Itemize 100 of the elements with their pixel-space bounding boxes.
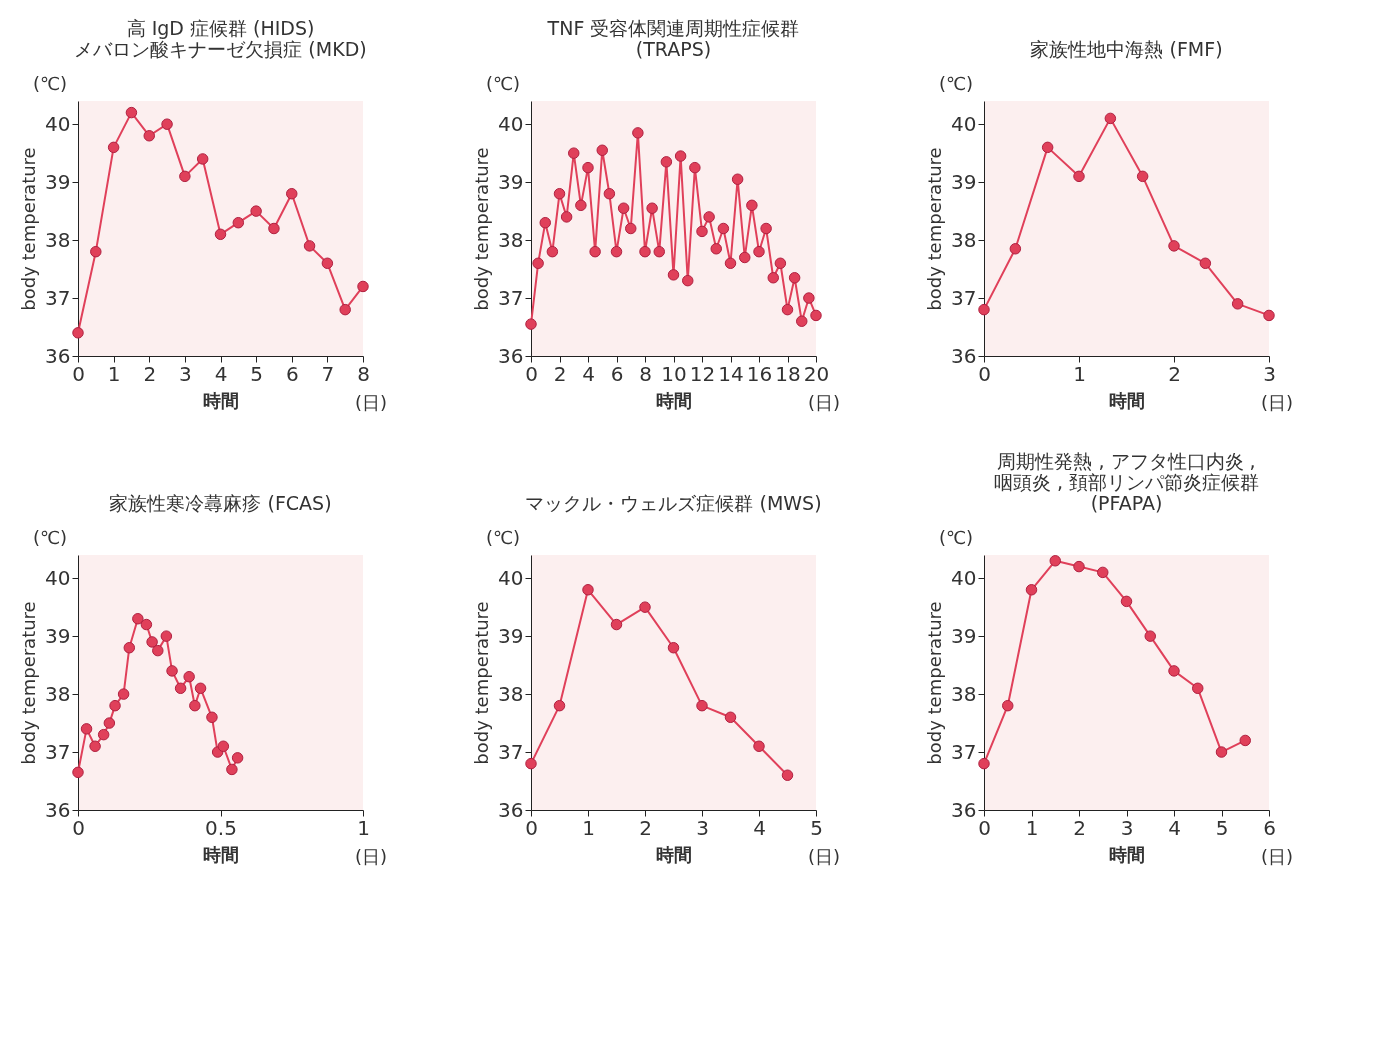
point	[250, 205, 262, 217]
x-tick-label: 6	[610, 361, 624, 386]
point	[161, 118, 173, 130]
y-tick-label: 39	[45, 169, 71, 194]
point	[760, 222, 772, 235]
text: (℃)	[485, 527, 521, 548]
point	[109, 699, 121, 712]
y-tick-label: 39	[45, 623, 71, 648]
point	[674, 150, 687, 162]
x-tick-label: 7	[321, 361, 335, 386]
point	[582, 161, 594, 174]
point	[1168, 240, 1180, 252]
x-tick-label: 0	[72, 815, 85, 840]
y-tick-label: 40	[498, 565, 524, 590]
point	[739, 251, 751, 264]
point	[217, 740, 230, 752]
y-tick-label: 38	[498, 681, 524, 706]
y-tick-label: 39	[498, 169, 524, 194]
x-tick-label: 0	[525, 361, 538, 386]
point	[560, 211, 573, 223]
y-axis-title: body temperature	[18, 601, 40, 765]
text: (℃)	[32, 73, 68, 94]
x-tick-label: 6	[285, 361, 299, 386]
point	[746, 199, 758, 212]
point	[146, 636, 158, 648]
x-tick-label: 2	[639, 815, 652, 840]
text: (日)	[1260, 392, 1294, 413]
y-tick-label: 37	[498, 739, 524, 764]
point	[781, 769, 794, 781]
point	[1120, 595, 1133, 608]
text: (日)	[354, 846, 388, 867]
point	[72, 327, 84, 339]
y-axis-title: body temperature	[924, 147, 946, 311]
y-tick-label: 38	[498, 227, 524, 252]
point	[179, 170, 191, 183]
point	[796, 315, 808, 327]
point	[140, 618, 153, 631]
y-tick-label: 40	[498, 111, 524, 136]
point	[553, 699, 566, 712]
point	[617, 202, 630, 214]
y-axis-title: body temperature	[471, 601, 493, 765]
point	[532, 257, 544, 270]
x-tick-label: 1	[357, 815, 370, 840]
point	[610, 245, 623, 258]
x-tick-label: 4	[753, 815, 766, 840]
x-tick-label: 5	[1215, 815, 1229, 840]
x-axis-title: 時間	[656, 389, 692, 411]
x-tick-label: 12	[689, 361, 716, 386]
point	[589, 245, 601, 258]
x-axis-title: 時間	[656, 843, 692, 865]
chart-title: 周期性発熱 , アフタ性口内炎 , 咽頭炎 , 頚部リンパ節炎症候群 (PFAPA)	[993, 450, 1260, 514]
point	[1263, 309, 1275, 322]
point	[632, 127, 644, 139]
point	[539, 216, 551, 229]
chart-title: 高 IgD 症候群 (HIDS) メバロン酸キナーゼ欠損症 (MKD)	[74, 17, 367, 60]
chart-title: TNF 受容体関連周期性症候群 (TRAPS)	[546, 17, 800, 60]
x-tick-label: 18	[775, 361, 801, 386]
x-axis-title: 時間	[1109, 389, 1145, 411]
point	[774, 257, 787, 270]
text: (℃)	[938, 527, 974, 548]
text: (日)	[1260, 846, 1294, 867]
point	[724, 257, 737, 270]
y-tick-label: 36	[951, 343, 977, 368]
point	[667, 641, 680, 654]
x-tick-label: 3	[1263, 361, 1276, 386]
point	[80, 723, 93, 735]
y-axis-title: body temperature	[924, 601, 946, 765]
point	[546, 245, 559, 258]
x-tick-label: 2	[553, 361, 567, 386]
point	[1199, 257, 1212, 270]
point	[89, 740, 101, 752]
point	[682, 274, 694, 287]
point	[667, 269, 680, 281]
point	[1192, 682, 1204, 695]
point	[703, 211, 715, 223]
point	[72, 766, 84, 779]
text: (日)	[807, 846, 841, 867]
point	[696, 225, 708, 238]
x-tick-label: 5	[810, 815, 823, 840]
point	[214, 228, 227, 241]
point	[125, 106, 138, 119]
y-tick-label: 36	[498, 343, 524, 368]
point	[1009, 243, 1022, 255]
text: (℃)	[32, 527, 68, 548]
x-tick-label: 10	[661, 361, 687, 386]
point	[1073, 560, 1085, 573]
y-tick-label: 38	[951, 681, 977, 706]
y-tick-label: 36	[45, 343, 71, 368]
point	[117, 688, 130, 700]
point	[196, 153, 209, 165]
point	[660, 156, 673, 168]
text: (日)	[807, 392, 841, 413]
point	[231, 752, 244, 764]
point	[553, 187, 566, 200]
point	[166, 665, 178, 677]
point	[1136, 170, 1149, 183]
y-axis-title: body temperature	[18, 147, 40, 311]
y-tick-label: 38	[951, 227, 977, 252]
point	[603, 187, 616, 200]
point	[339, 303, 351, 316]
